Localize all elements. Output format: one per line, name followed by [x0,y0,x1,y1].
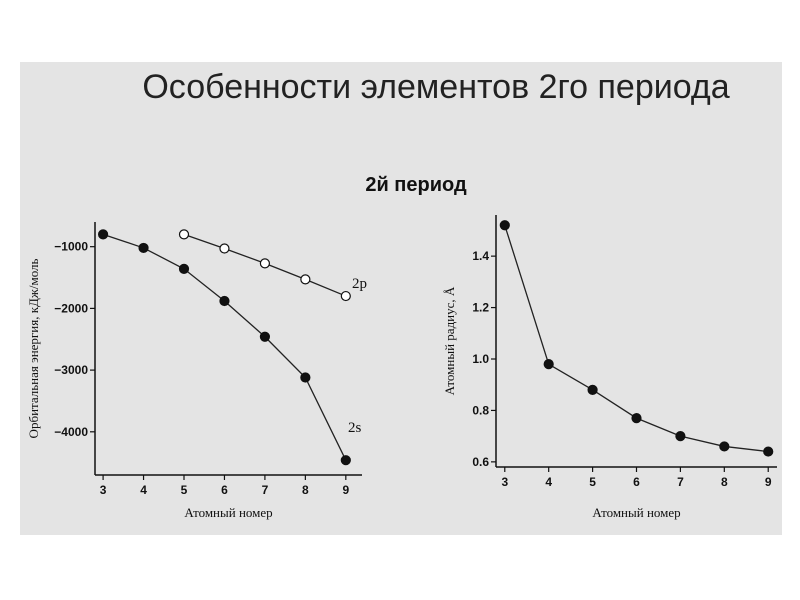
data-point [300,274,311,285]
x-tick-label: 8 [721,475,728,489]
data-point [178,229,190,240]
data-point [340,290,351,302]
x-tick-label: 8 [302,483,309,497]
x-axis-label-1: Атомный номер [184,505,272,520]
data-point [719,441,730,452]
x-tick-label: 6 [221,483,228,497]
data-point [499,220,510,231]
data-point [219,295,230,307]
y-axis-label-1: Орбитальная энергия, кДж/моль [26,258,41,438]
x-tick-label: 4 [140,483,147,497]
data-point [97,229,109,240]
y-tick-label: 1.4 [472,249,489,263]
y-tick-label: 1.0 [472,352,489,366]
x-axis-label-2: Атомный номер [592,505,680,520]
x-tick-label: 9 [765,475,772,489]
data-point [259,258,271,269]
y-axis-label-2: Атомный радиус, Å [442,286,457,395]
data-point [300,372,311,383]
y-tick-label: −3000 [54,363,88,377]
y-tick-label: 0.8 [472,403,489,417]
x-tick-label: 3 [100,483,107,497]
data-point [138,242,149,254]
y-tick-label: 1.2 [472,301,489,315]
data-point [763,446,774,457]
data-point [543,359,554,370]
x-tick-label: 9 [342,483,349,497]
x-tick-label: 6 [633,475,640,489]
series-label-2p: 2p [352,276,367,292]
x-tick-label: 5 [589,475,596,489]
x-tick-label: 4 [545,475,552,489]
data-point [340,455,351,466]
x-tick-label: 3 [501,475,508,489]
x-tick-label: 7 [262,483,269,497]
y-tick-label: −4000 [54,425,88,439]
y-tick-label: −1000 [54,240,88,254]
data-point [178,263,190,274]
chart-subtitle: 2й период [365,174,467,196]
y-tick-label: 0.6 [472,455,489,469]
x-tick-label: 7 [677,475,684,489]
y-tick-label: −2000 [54,301,88,315]
data-point [219,243,230,254]
data-point [675,431,686,442]
data-point [587,384,598,395]
series-line-2s [102,233,347,461]
data-point [631,413,642,424]
data-point [259,331,271,342]
series-label-2s: 2s [348,420,362,436]
slide-panel: Особенности элементов 2го периода 2й пер… [20,62,782,535]
x-tick-label: 5 [181,483,188,497]
slide-title: Особенности элементов 2го периода [142,68,730,106]
